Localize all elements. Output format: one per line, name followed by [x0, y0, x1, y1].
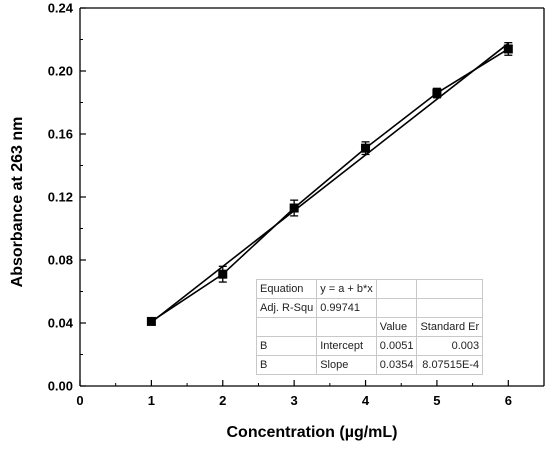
y-tick-label: 0.16 — [48, 127, 73, 142]
data-point-marker — [218, 269, 228, 279]
x-tick-label: 5 — [433, 393, 440, 408]
x-tick-label: 2 — [219, 393, 226, 408]
fit-table-row: Equation y = a + b*x — [255, 279, 484, 299]
y-tick-label: 0.04 — [48, 316, 74, 331]
data-series-line — [150, 48, 509, 323]
fit-table-row: Adj. R-Squ 0.99741 — [255, 298, 484, 318]
fit-table-cell: B — [255, 355, 318, 375]
linear-fit-line — [150, 42, 509, 323]
fit-table-cell: Slope — [316, 355, 377, 375]
fit-table-cell: y = a + b*x — [316, 279, 377, 299]
y-tick-label: 0.20 — [48, 64, 73, 79]
tick-marks — [79, 7, 509, 387]
fit-table-cell: 8.07515E-4 — [416, 355, 484, 375]
data-point-marker — [503, 44, 513, 54]
x-axis-title: Concentration (µg/mL) — [227, 424, 398, 441]
data-point-marker — [432, 88, 442, 98]
x-tick-label: 4 — [362, 393, 370, 408]
y-tick-label: 0.08 — [48, 253, 73, 268]
fit-table-cell — [416, 298, 484, 318]
y-tick-label: 0.00 — [48, 379, 73, 394]
fit-table-row: B Intercept 0.0051 0.003 — [255, 336, 484, 356]
data-point-marker — [146, 316, 156, 326]
fit-table-cell: 0.0354 — [375, 355, 418, 375]
x-tick-label: 6 — [505, 393, 512, 408]
data-layer — [146, 42, 513, 326]
data-point-marker — [361, 143, 371, 153]
fit-table-cell: Equation — [255, 279, 318, 299]
data-point-marker — [289, 203, 299, 213]
x-tick-label: 3 — [291, 393, 298, 408]
fit-table-cell: B — [255, 336, 318, 356]
fit-table-cell: Value — [375, 317, 418, 337]
fit-table-cell: 0.99741 — [316, 298, 377, 318]
fit-table-cell: Standard Er — [416, 317, 484, 337]
fit-table-cell — [375, 298, 418, 318]
fit-table-cell — [416, 279, 484, 299]
fit-table-cell — [316, 317, 377, 337]
fit-table-cell: 0.003 — [416, 336, 484, 356]
y-tick-label: 0.24 — [48, 1, 74, 16]
x-tick-label: 1 — [148, 393, 155, 408]
fit-table-cell: Intercept — [316, 336, 377, 356]
fit-table-cell — [255, 317, 318, 337]
fit-line-layer — [150, 42, 509, 323]
x-tick-label: 0 — [76, 393, 83, 408]
tick-labels: 0 1 2 3 4 5 6 0.00 0.04 0.08 0.12 0.16 0.20 0.24 — [48, 1, 512, 409]
fit-table-cell — [375, 279, 418, 299]
fit-table-row: Value Standard Er — [255, 317, 484, 337]
fit-results-table: Equation y = a + b*x Adj. R-Squ 0.99741 Valu… — [255, 279, 484, 375]
y-axis-title: Absorbance at 263 nm — [9, 117, 26, 288]
fit-table-cell: 0.0051 — [375, 336, 418, 356]
fit-table-cell: Adj. R-Squ — [255, 298, 318, 318]
fit-table-row: B Slope 0.0354 8.07515E-4 — [255, 355, 484, 375]
y-tick-label: 0.12 — [48, 190, 73, 205]
